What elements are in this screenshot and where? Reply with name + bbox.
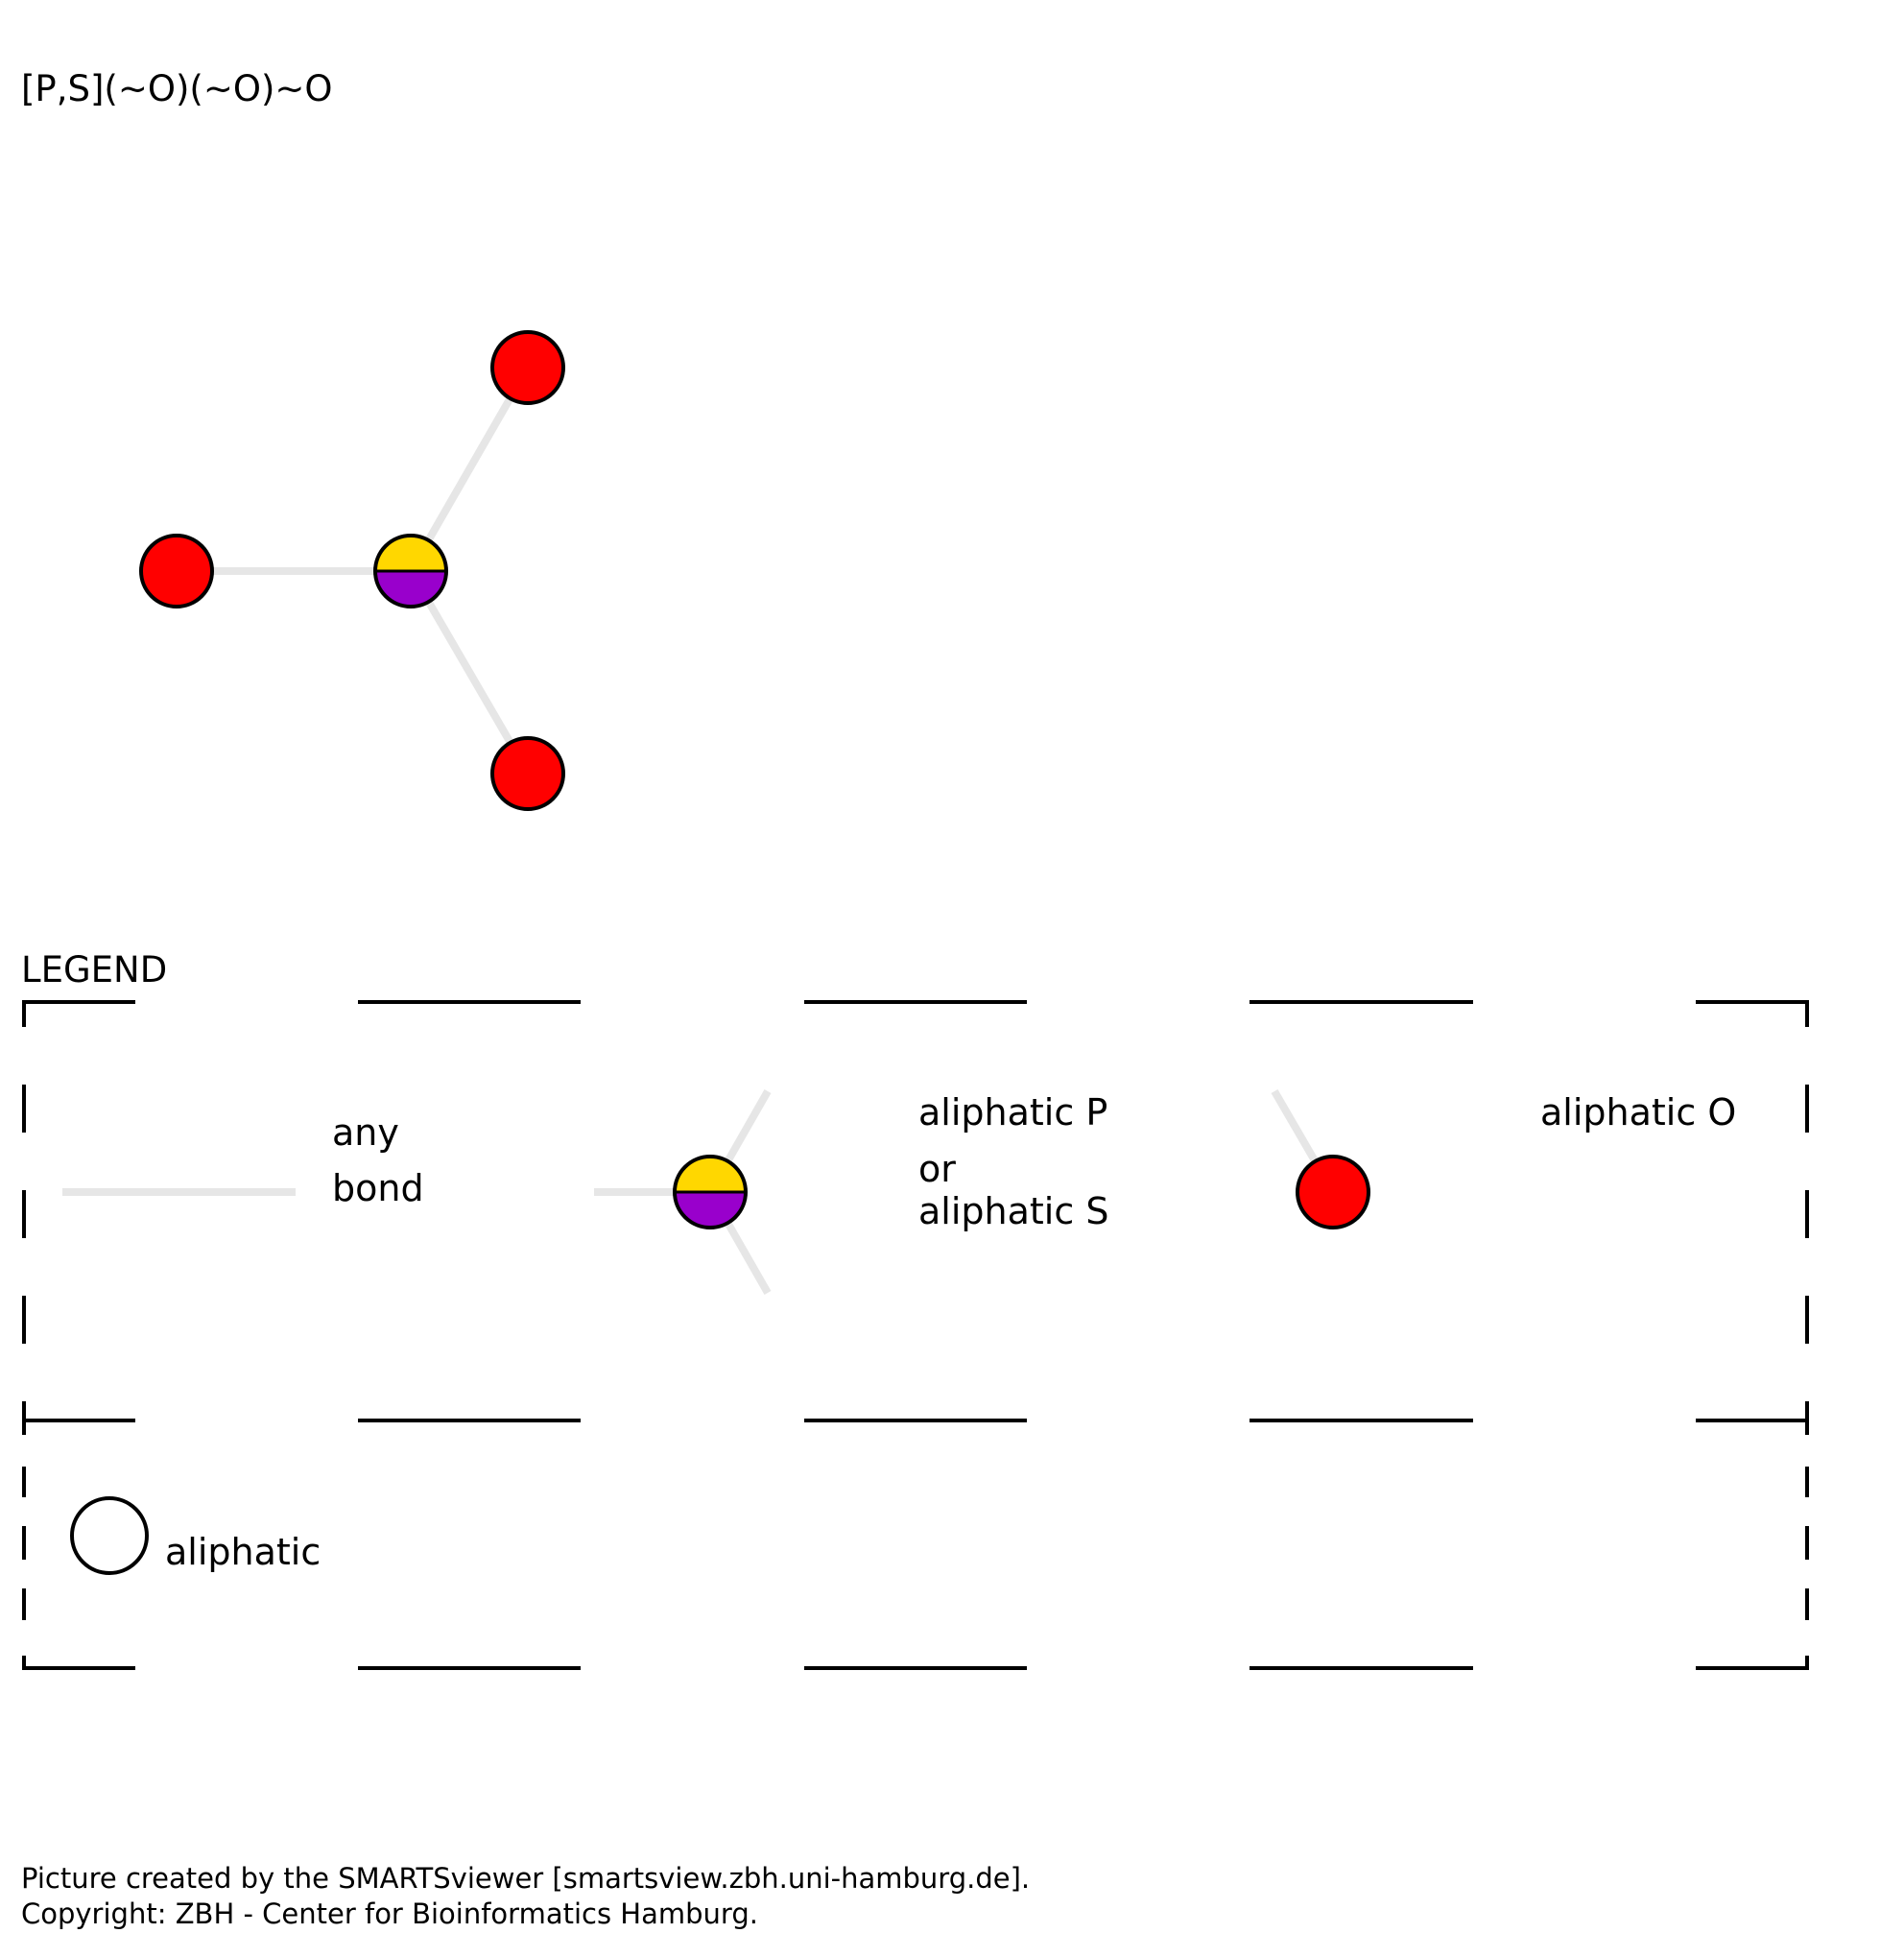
atom-oxygen-left [139,534,214,609]
legend-atom-p-or-s [673,1155,748,1229]
atom-oxygen-top [490,330,565,405]
legend-item-p-or-s: aliphatic P or aliphatic S [594,1089,1108,1295]
legend-ps-line3: aliphatic S [918,1190,1108,1232]
bond-lower [407,568,532,776]
legend-ps-line1: aliphatic P [918,1091,1107,1134]
legend-item-any-bond: any bond [62,1111,424,1209]
footer-credit: Picture created by the SMARTSviewer [sma… [21,1862,1030,1895]
atom-phosphorus-half [375,571,446,607]
legend-frame [22,1000,1809,1670]
atom-outline [373,534,448,609]
legend-title: LEGEND [21,949,167,990]
bond-upper [407,366,532,573]
legend-oxygen-label: aliphatic O [1540,1091,1736,1134]
legend-ps-line2: or [918,1148,956,1190]
atom-sulfur-half [375,536,446,571]
atom-p-or-s [373,534,448,609]
legend-aliphatic-label: aliphatic [165,1531,321,1573]
legend-atom-oxygen [1296,1155,1370,1229]
atom-oxygen-bottom [490,736,565,811]
legend-any-bond-line1: any [332,1111,399,1154]
legend: LEGEND [21,949,1809,1670]
legend-aliphatic-circle [70,1496,149,1575]
molecule-graph [139,330,565,811]
footer-copyright: Copyright: ZBH - Center for Bioinformati… [21,1897,758,1930]
legend-item-oxygen: aliphatic O [1271,1088,1736,1229]
smarts-pattern: [P,S](~O)(~O)~O [21,68,333,109]
legend-item-aliphatic: aliphatic [70,1496,321,1575]
legend-any-bond-line2: bond [332,1167,424,1209]
